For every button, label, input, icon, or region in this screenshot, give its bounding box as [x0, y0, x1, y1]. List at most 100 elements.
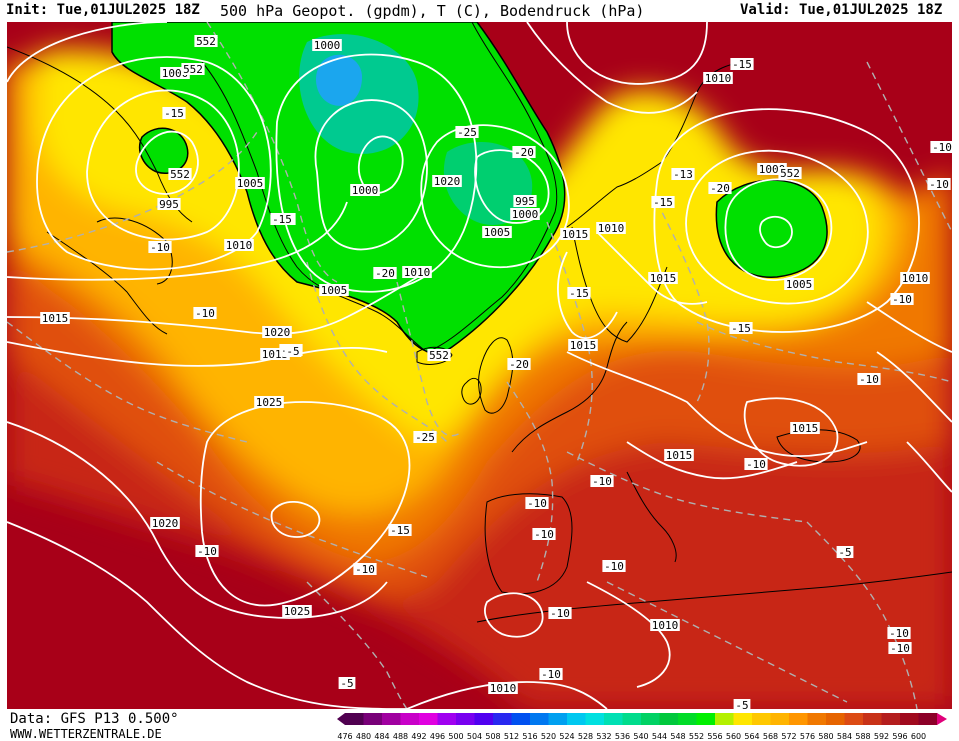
isobar-label-text: 1010 — [226, 239, 253, 252]
isobar-label-bg — [703, 72, 733, 84]
isobar-label-bg — [510, 208, 540, 220]
isobar-label-text: 1005 — [786, 278, 813, 291]
coast-italy — [626, 471, 677, 563]
valid-time: Valid: Tue,01JUL2025 18Z — [740, 2, 943, 18]
isotherm-label-text: -10 — [197, 545, 217, 558]
isobar-label-bg — [568, 339, 598, 351]
isotherm-label: -10 — [927, 178, 951, 191]
weather-map: 1000 1000 995 1005 1010 1015 1020 1015 1025 1020 1… — [7, 22, 952, 709]
isotherm-label-text: -10 — [892, 293, 912, 306]
isobar-label: 1010 — [596, 222, 626, 235]
isotherm-label: -15 — [162, 107, 186, 120]
geopotential-label-bg — [168, 168, 192, 180]
isotherm-label-text: -20 — [375, 267, 395, 280]
coast-ireland — [461, 377, 482, 405]
isotherm-label-text: -10 — [746, 458, 766, 471]
isotherm-label: -25 — [413, 431, 437, 444]
scale-swatch — [345, 713, 364, 725]
isobar-1020-south — [7, 521, 408, 709]
scale-swatch — [715, 713, 734, 725]
isobar-label: 1010 — [402, 266, 432, 279]
geopotential-label-bg — [778, 167, 802, 179]
isotherm-label: -10 — [602, 560, 626, 573]
geopotential-label-bg — [181, 63, 205, 75]
isotherm-label: -10 — [532, 528, 556, 541]
scale-swatch — [752, 713, 771, 725]
isobar-low-west-inner — [135, 130, 199, 195]
isotherm-label: -20 — [708, 182, 732, 195]
isotherm-label: -10 — [888, 642, 912, 655]
isobar-high-atlantic-ring — [484, 592, 544, 638]
isobar-label: 1000 — [510, 208, 540, 221]
isobar-label: 1015 — [648, 272, 678, 285]
isotherm-label: -10 — [148, 241, 172, 254]
isobar-label: 1020 — [262, 326, 292, 339]
isotherm-label-bg — [567, 287, 591, 299]
isobar-label-text: 1020 — [152, 517, 179, 530]
isobar-label-bg — [596, 222, 626, 234]
isotherm-label-bg — [548, 607, 572, 619]
scale-swatch — [456, 713, 475, 725]
isotherm-label-text: -15 — [732, 58, 752, 71]
isobar-label: 1005 — [784, 278, 814, 291]
isobar-label-bg — [224, 239, 254, 251]
isotherm-label-bg — [708, 182, 732, 194]
isotherm-label-text: -10 — [550, 607, 570, 620]
isotherm-label-text: -15 — [164, 107, 184, 120]
scale-tick-label: 544 — [652, 732, 667, 741]
isotherm-label-bg — [602, 560, 626, 572]
isotherm-label-bg — [162, 107, 186, 119]
isotherm-label-bg — [590, 475, 614, 487]
scale-tick-label: 540 — [633, 732, 648, 741]
scale-swatch — [863, 713, 882, 725]
geopotential-label: 552 — [168, 168, 192, 181]
isotherm-label: -10 — [887, 627, 911, 640]
isotherm-label: -15 — [388, 524, 412, 537]
isobar-label: 1000 — [312, 39, 342, 52]
scale-swatch — [474, 713, 494, 725]
isotherm-label-bg — [888, 642, 912, 654]
scale-tick-label: 508 — [485, 732, 500, 741]
scale-swatch — [733, 713, 753, 725]
isobar-label-text: 1020 — [264, 326, 291, 339]
scale-tick-label: 580 — [818, 732, 833, 741]
scale-swatch — [918, 713, 938, 725]
isobar-1010-med — [586, 581, 671, 688]
isotherm-label-bg — [532, 528, 556, 540]
isobar-label: 1015 — [664, 449, 694, 462]
isobar-label: 1015 — [790, 422, 820, 435]
scale-swatch — [493, 713, 512, 725]
green-closed-lows — [111, 22, 828, 354]
isobar-label-text: 1025 — [256, 396, 283, 409]
isobars — [7, 22, 952, 709]
scale-swatch — [437, 713, 457, 725]
isotherm-label: -10 — [525, 497, 549, 510]
isotherm-label-bg — [193, 307, 217, 319]
isotherm-label-text: -10 — [527, 497, 547, 510]
isobar-label-bg — [664, 449, 694, 461]
isotherm-label: -10 — [744, 458, 768, 471]
scale-swatch — [567, 713, 586, 725]
isobar-label-text: 1010 — [902, 272, 929, 285]
color-scale-legend: 476 480 484 488 492 496 500 504 508 512 516 520 524 5… — [337, 713, 947, 741]
coast-labrador — [46, 231, 168, 335]
isobar-label: 1015 — [560, 228, 590, 241]
geopotential-labels: 552 552 552 552 552 — [168, 35, 802, 362]
isotherm-label-text: -20 — [514, 146, 534, 159]
scale-tick-label: 520 — [541, 732, 556, 741]
isotherm-label-text: -15 — [731, 322, 751, 335]
isobar-east-1015 — [876, 351, 952, 493]
scale-tick-label: 524 — [559, 732, 574, 741]
scale-tick-label: 548 — [670, 732, 685, 741]
isobar-label: 1005 — [235, 177, 265, 190]
isobar-low-central-outer — [420, 124, 570, 269]
isotherm-label-text: -10 — [592, 475, 612, 488]
isobar-label-bg — [513, 195, 537, 207]
isobar-label-text: 1010 — [598, 222, 625, 235]
scale-tick-label: 492 — [411, 732, 426, 741]
cold-core-c — [443, 142, 533, 226]
isotherm-label: -5 — [836, 546, 854, 559]
isobar-label-bg — [150, 517, 180, 529]
isobar-label-text: 1000 — [352, 184, 379, 197]
coast-iberia — [484, 493, 573, 595]
